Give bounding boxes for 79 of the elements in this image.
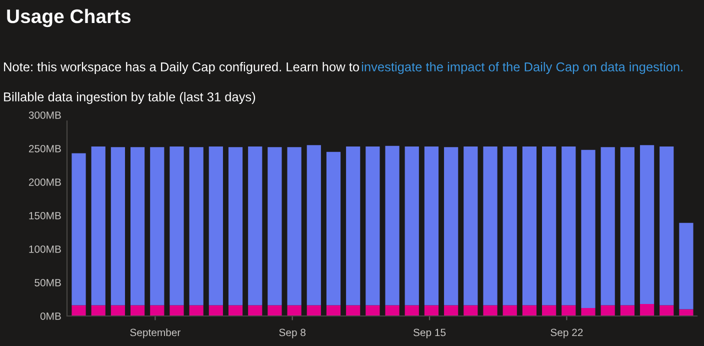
bar (72, 305, 86, 316)
y-tick-label: 150MB (29, 212, 61, 220)
bar (562, 305, 576, 316)
bar (464, 146, 478, 306)
text: Note: this workspace has a Daily Cap configured. Learn how to (4, 62, 360, 74)
bar (72, 153, 86, 306)
y-tick-label: 200MB (28, 178, 61, 186)
bar (189, 147, 204, 306)
bar (150, 305, 164, 316)
bar (502, 146, 517, 306)
x-tick-label: Sep 15 (413, 328, 446, 338)
y-tick-label: 0MB (40, 312, 61, 320)
bar (248, 146, 262, 306)
bar (424, 146, 439, 306)
bar (581, 308, 596, 316)
bar (91, 305, 106, 316)
bar (385, 305, 400, 316)
bar (268, 147, 282, 306)
bar (306, 305, 321, 316)
bar (640, 145, 654, 304)
bar (208, 305, 223, 316)
chart-subtitle: Billable data ingestion by table (last 31 days) (4, 92, 256, 104)
y-tick-label: 300MB (28, 112, 61, 119)
bar (404, 305, 419, 316)
bar (464, 305, 478, 316)
bar (248, 305, 262, 316)
bar (502, 305, 517, 316)
bar (679, 222, 694, 310)
bar (483, 305, 498, 316)
bar (660, 146, 674, 306)
bar (562, 146, 576, 306)
bar (600, 147, 615, 306)
bar (600, 305, 615, 316)
bar (326, 305, 341, 316)
bar (542, 305, 556, 316)
bar (522, 146, 537, 306)
text: investigate the impact of the Daily Cap on data ingestion. (362, 62, 682, 74)
bar (424, 305, 439, 316)
bar (130, 147, 145, 306)
bar (130, 305, 145, 316)
bar (326, 152, 341, 306)
bar (660, 305, 674, 316)
x-tick-label: Sep 8 (279, 328, 306, 338)
x-tick-label: Sep 22 (550, 328, 583, 338)
bar (620, 305, 634, 316)
bar (170, 146, 184, 306)
y-tick-label: 100MB (29, 246, 61, 253)
bar (228, 305, 243, 316)
bar (620, 147, 634, 306)
bar (366, 146, 380, 306)
bar (346, 146, 360, 306)
bar (679, 309, 694, 316)
bar (110, 305, 126, 316)
bar (91, 146, 106, 306)
bar (385, 146, 400, 306)
bar (483, 146, 498, 306)
bar (444, 147, 458, 306)
bar (306, 145, 321, 306)
bar (287, 305, 302, 316)
bar (170, 305, 184, 316)
bar (366, 305, 380, 316)
chart-title: Usage Charts (7, 8, 131, 28)
bar (228, 147, 243, 306)
bar (404, 146, 419, 306)
y-tick-label: 50MB (34, 279, 61, 286)
bar (110, 147, 126, 306)
bar (287, 147, 302, 306)
bar (542, 146, 556, 306)
y-tick-label: 250MB (28, 145, 61, 152)
bar (346, 305, 360, 316)
bar (444, 305, 458, 316)
x-tick-label: September (130, 328, 180, 338)
bar (522, 305, 537, 316)
bar (640, 304, 654, 316)
bar (150, 147, 164, 306)
bar (189, 305, 204, 316)
bar (208, 146, 223, 306)
bar (268, 305, 282, 316)
bar (581, 150, 596, 308)
